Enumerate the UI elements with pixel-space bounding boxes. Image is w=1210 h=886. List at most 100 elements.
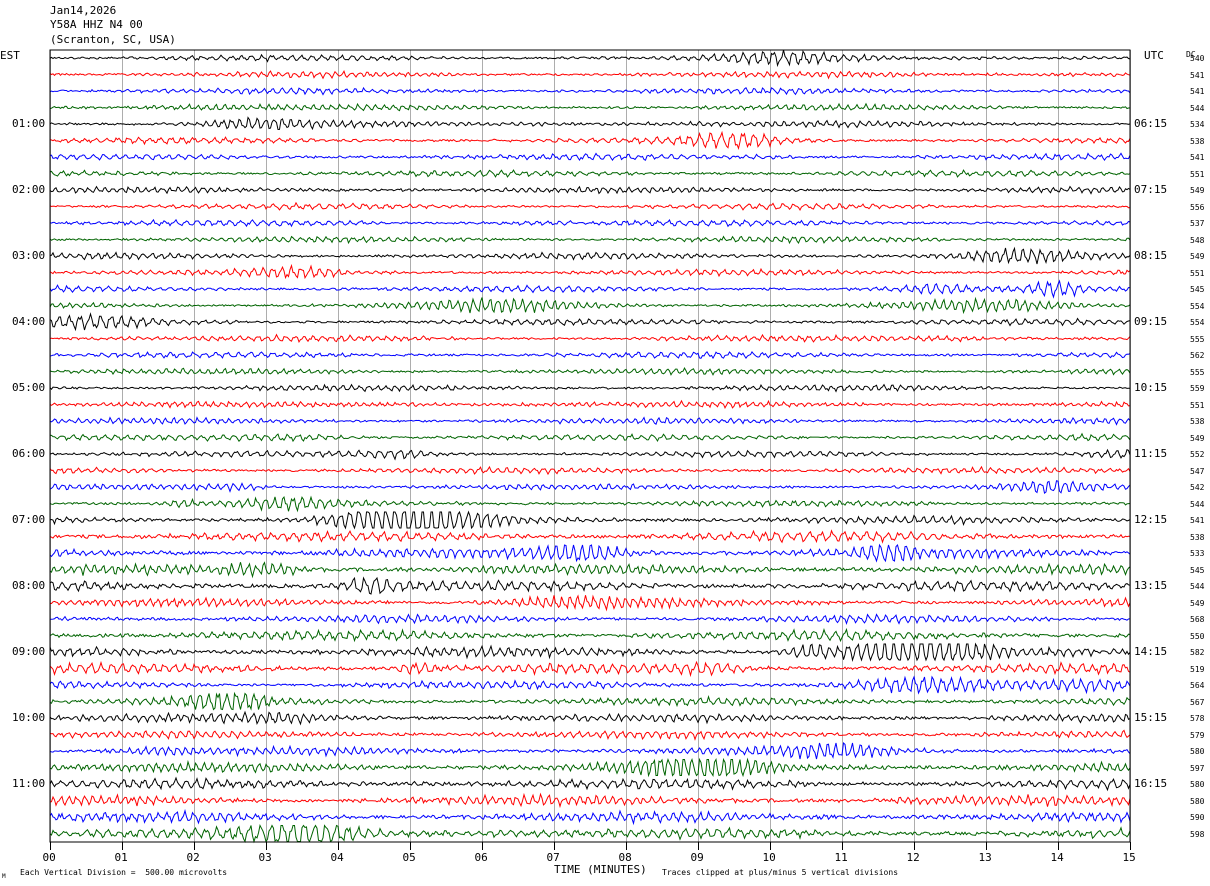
seismic-trace <box>49 235 1131 245</box>
dc-offset-label: 580 <box>1190 796 1205 806</box>
seismic-trace <box>49 465 1131 476</box>
x-axis-ticks <box>50 842 1131 850</box>
dc-offset-label: 559 <box>1190 384 1205 393</box>
x-tick-label: 14 <box>1050 851 1064 864</box>
seismic-trace <box>49 529 1130 544</box>
left-time-label: 08:00 <box>12 579 46 592</box>
dc-offset-label: 547 <box>1190 466 1205 476</box>
dc-offset-label: 567 <box>1190 697 1205 707</box>
seismic-trace <box>49 543 1131 563</box>
left-time-label: 02:00 <box>12 183 46 196</box>
right-time-label: 06:15 <box>1134 117 1168 130</box>
seismic-trace <box>49 102 1131 112</box>
dc-offset-label: 554 <box>1190 301 1205 311</box>
seismic-trace <box>49 383 1131 393</box>
dc-offset-label: 541 <box>1190 70 1205 80</box>
dc-header-label: DC <box>1186 50 1196 59</box>
x-tick-label: 09 <box>690 851 704 864</box>
seismic-trace <box>49 263 1131 280</box>
right-time-label: 08:15 <box>1134 249 1168 262</box>
seismic-trace <box>49 367 1131 376</box>
dc-offset-label: 545 <box>1190 565 1205 575</box>
dc-offset-label: 582 <box>1190 648 1205 657</box>
dc-offset-label: 537 <box>1190 219 1205 228</box>
seismic-trace <box>49 729 1131 741</box>
plot-frame <box>49 49 1131 843</box>
seismic-trace <box>49 642 1131 662</box>
seismic-trace <box>49 448 1131 461</box>
dc-offset-label: 549 <box>1190 186 1205 195</box>
dc-offset-label: 548 <box>1190 235 1205 245</box>
header-date: Jan14,2026 <box>50 4 117 17</box>
left-time-label: 09:00 <box>12 645 46 658</box>
left-time-label: 04:00 <box>12 315 46 328</box>
seismic-trace <box>49 792 1131 809</box>
left-time-label: 10:00 <box>12 711 46 724</box>
x-tick-label: 08 <box>618 851 632 864</box>
right-timezone-label: UTC <box>1144 49 1164 62</box>
x-tick-label: 05 <box>402 851 416 864</box>
seismic-trace <box>49 627 1131 643</box>
seismic-trace <box>50 613 1131 625</box>
footer-vertical-division: Each Vertical Division = 500.00 microvol… <box>20 868 228 877</box>
seismic-trace <box>49 757 1131 778</box>
dc-offset-label: 549 <box>1190 252 1205 261</box>
seismic-trace <box>49 130 1131 150</box>
seismic-trace <box>49 576 1131 595</box>
right-time-label: 15:15 <box>1134 711 1168 724</box>
seismic-trace <box>49 480 1131 494</box>
seismic-trace <box>49 808 1131 826</box>
left-time-label: 07:00 <box>12 513 46 526</box>
dc-offset-label: 541 <box>1190 153 1205 162</box>
dc-offset-label: 552 <box>1190 450 1205 459</box>
seismic-trace <box>49 279 1131 299</box>
seismic-trace <box>49 416 1131 426</box>
dc-offset-label: 541 <box>1190 516 1205 525</box>
dc-offset-label: 562 <box>1190 351 1205 360</box>
dc-offset-label: 541 <box>1190 87 1205 96</box>
seismic-trace <box>49 510 1131 530</box>
seismic-trace <box>49 69 1131 80</box>
seismic-trace <box>49 691 1131 711</box>
seismic-trace <box>49 432 1131 443</box>
seismic-trace <box>49 776 1131 792</box>
seismic-trace <box>49 185 1131 195</box>
dc-offset-label: 534 <box>1190 120 1205 129</box>
seismic-trace <box>49 399 1131 409</box>
corner-mark: M <box>2 873 6 880</box>
footer-clipping-note: Traces clipped at plus/minus 5 vertical … <box>662 868 899 877</box>
dc-offset-label: 564 <box>1190 681 1205 690</box>
dc-offset-label: 533 <box>1190 549 1205 558</box>
dc-offset-label: 551 <box>1190 400 1205 410</box>
seismic-trace <box>49 152 1131 162</box>
dc-offset-label: 549 <box>1190 433 1205 443</box>
dc-offset-label: 579 <box>1190 730 1205 740</box>
seismic-trace <box>49 333 1131 344</box>
dc-offset-label: 540 <box>1190 54 1205 63</box>
x-tick-label: 12 <box>906 851 920 864</box>
dc-offset-label: 580 <box>1190 747 1205 756</box>
seismic-trace <box>49 710 1131 726</box>
x-tick-label: 01 <box>114 851 128 864</box>
seismic-trace <box>49 49 1131 68</box>
x-axis-label: TIME (MINUTES) <box>554 863 647 876</box>
seismic-trace <box>49 495 1130 513</box>
left-time-label: 06:00 <box>12 447 46 460</box>
x-tick-label: 07 <box>546 851 560 864</box>
left-time-label: 05:00 <box>12 381 46 394</box>
dc-offset-label: 578 <box>1190 714 1205 723</box>
right-time-label: 11:15 <box>1134 447 1168 460</box>
left-time-label: 03:00 <box>12 249 46 262</box>
seismic-trace <box>50 594 1131 612</box>
x-tick-label: 06 <box>474 851 488 864</box>
dc-offset-label: 550 <box>1190 631 1205 641</box>
seismic-trace <box>49 246 1131 265</box>
x-tick-label: 13 <box>978 851 992 864</box>
right-time-label: 14:15 <box>1134 645 1168 658</box>
dc-offset-label: 538 <box>1190 532 1205 542</box>
left-time-label: 11:00 <box>12 777 46 790</box>
right-time-label: 12:15 <box>1134 513 1168 526</box>
right-time-label: 13:15 <box>1134 579 1168 592</box>
seismic-trace <box>49 86 1131 96</box>
x-tick-label: 10 <box>762 851 776 864</box>
